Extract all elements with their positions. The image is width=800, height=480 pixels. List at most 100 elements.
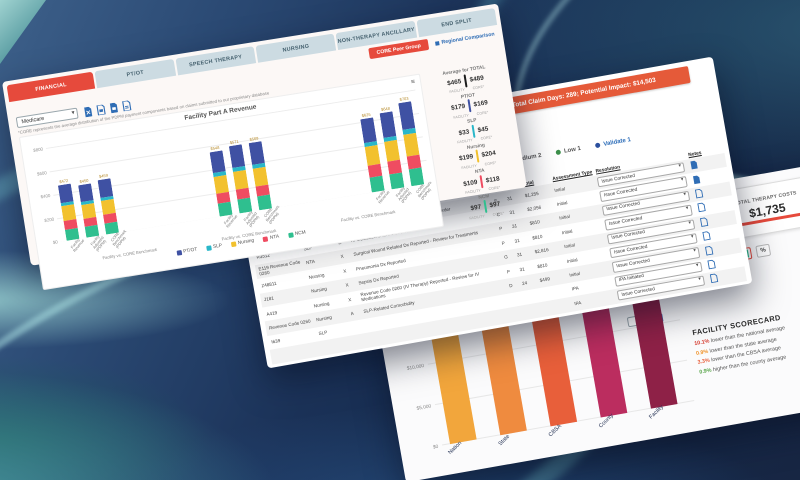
export-csv-icon[interactable]: [121, 99, 132, 111]
core-value: $204: [481, 149, 497, 159]
cell-flag: X: [345, 282, 350, 288]
table-row: Z48811 Nursing X Pneumonia Dx Reported P 31 $8…: [257, 195, 734, 293]
cell-discipline: [321, 342, 355, 348]
facility-value: $33: [458, 128, 470, 137]
filter-chip-validate-1[interactable]: Validate 1: [595, 137, 631, 149]
note-icon[interactable]: [694, 188, 704, 199]
cell-discipline: NTA: [305, 259, 316, 266]
y-tick-label: $0: [432, 444, 439, 451]
legend-label: PT/OT: [183, 247, 198, 255]
stacked-bar[interactable]: [97, 178, 119, 235]
cell-notes: [692, 173, 710, 186]
bar-segment-pt-ot: [209, 150, 226, 174]
y-tick: $400: [40, 192, 51, 200]
severity-dot-icon: [595, 142, 601, 149]
bar-segment-nursing: [384, 140, 401, 162]
stacked-bar[interactable]: [78, 183, 100, 238]
claims-table: CategoryTotalAssessment TypeResolutionNo…: [248, 142, 747, 365]
cell-total: $2,056: [526, 204, 542, 213]
cell-group: [514, 312, 527, 314]
bar-segment-pt-ot: [97, 178, 114, 198]
facility-value: $199: [458, 153, 474, 163]
facility-value: $109: [462, 178, 478, 188]
cell-notes: [702, 229, 720, 242]
bar-column: $548: [208, 145, 233, 217]
facility-value: $97: [470, 203, 482, 213]
percent-view-icon[interactable]: %: [755, 243, 772, 258]
chip-label: Validate 1: [602, 136, 632, 148]
background-corner-accent: [0, 0, 46, 64]
note-icon[interactable]: [707, 259, 716, 270]
note-icon[interactable]: [704, 245, 714, 256]
cell-discipline: Nursing: [315, 314, 333, 323]
core-caption: CORE*: [472, 84, 485, 91]
cell-code: [274, 348, 321, 356]
core-value: $489: [469, 74, 485, 84]
scorecard-percent: 3.3%: [697, 357, 711, 366]
bar-segment-pt-ot: [228, 144, 245, 168]
cell-flag: X: [342, 268, 347, 274]
cell-days: [525, 295, 543, 298]
facility-value: $179: [450, 102, 466, 113]
filter-chip-low-1[interactable]: Low 1: [555, 145, 581, 156]
note-icon[interactable]: [689, 160, 698, 170]
table-row: A419 Nursing X Revenue Code 0260 (IV Therap…: [262, 224, 739, 322]
note-icon[interactable]: [699, 217, 709, 227]
bar-segment-pt-ot: [398, 101, 416, 130]
chart-menu-icon[interactable]: ≡: [410, 78, 416, 86]
stacked-bar[interactable]: [57, 183, 80, 241]
bar-segment-pt-ot: [379, 111, 397, 138]
export-pdf-icon[interactable]: [96, 103, 106, 115]
export-excel-icon[interactable]: [83, 106, 93, 117]
divider-bar: [467, 99, 472, 113]
facility-caption: FACILITY: [457, 138, 474, 145]
stacked-bar[interactable]: [228, 144, 252, 214]
stacked-bar[interactable]: [248, 141, 272, 211]
x-axis-label: CORE Benchmark (PDPM): [415, 180, 433, 201]
core-caption: CORE*: [492, 210, 505, 217]
cell-total: [542, 289, 572, 294]
divider-bar: [483, 199, 488, 214]
cell-total: $810: [536, 262, 548, 269]
bar-group-1: $472 $450 $459: [57, 171, 119, 241]
facility-caption: FACILITY: [465, 188, 482, 195]
core-value: $169: [473, 99, 489, 109]
bar-column: $569: [247, 135, 272, 211]
bar-group-3: $625 $648 $703: [358, 95, 425, 193]
severity-dot-icon: [555, 149, 562, 156]
note-icon[interactable]: [692, 174, 701, 184]
cell-discipline: Nursing: [310, 286, 328, 295]
bar-segment-nursing: [403, 132, 420, 157]
legend-item-pt-ot: PT/OT: [176, 248, 198, 256]
legend-item-nta: NTA: [262, 235, 280, 243]
legend-swatch-icon: [230, 241, 237, 248]
cell-days: 24: [521, 280, 528, 287]
cell-days: [527, 309, 545, 312]
cell-discipline: Nursing: [313, 300, 330, 309]
y-tick-label: $10,000: [406, 363, 425, 372]
note-icon[interactable]: [697, 202, 706, 213]
legend-label: Nursing: [237, 238, 255, 247]
table-row: E119 Revenue Code 0260 NTA X Surgical Wound…: [254, 181, 732, 280]
bar-segment-pt-ot: [57, 183, 74, 204]
bar-segment-pt-ot: [248, 141, 265, 165]
cell-notes: [709, 272, 727, 285]
note-icon[interactable]: [702, 231, 711, 241]
legend-swatch-icon: [262, 236, 269, 243]
cell-group: [512, 298, 525, 300]
bar-category-label: State: [497, 433, 512, 448]
cell-flag: X: [347, 296, 352, 303]
legend-item-slp: SLP: [205, 244, 223, 252]
stacked-bar[interactable]: [209, 150, 233, 217]
note-icon[interactable]: [709, 273, 719, 284]
scorecard-percent: 0.9%: [698, 367, 712, 376]
divider-bar: [471, 124, 476, 138]
cell-discipline: Nursing: [308, 272, 325, 280]
facility-scorecard: FACILITY SCORECARD 10.1% lower than the …: [692, 301, 800, 379]
legend-label: NCM: [294, 230, 307, 238]
y-tick: $600: [36, 169, 48, 177]
export-image-icon[interactable]: [109, 102, 119, 113]
cell-assessment-type: IPA: [573, 299, 582, 307]
scorecard-percent: 0.9%: [695, 348, 709, 357]
legend-item-ncm: NCM: [287, 230, 307, 239]
